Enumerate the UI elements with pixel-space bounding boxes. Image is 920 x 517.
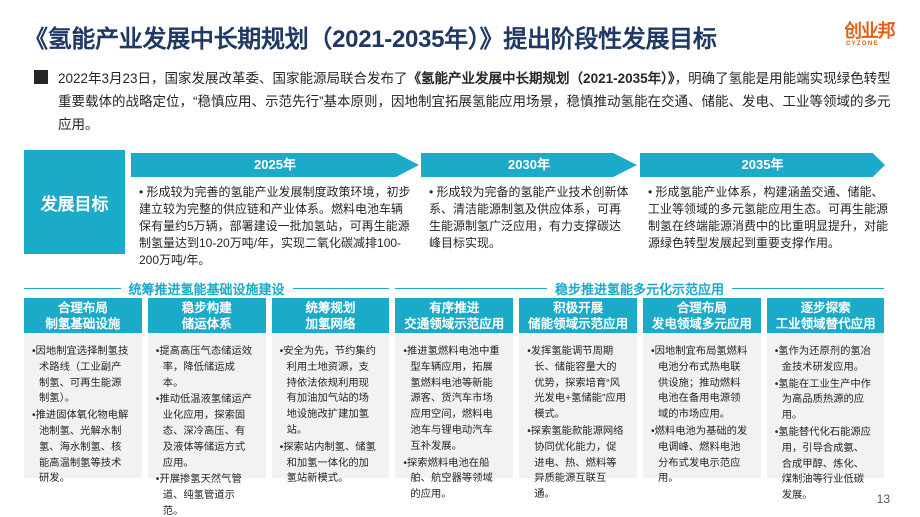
svg-text:创业邦: 创业邦 bbox=[845, 20, 896, 41]
svg-text:CYZONE: CYZONE bbox=[846, 41, 879, 47]
